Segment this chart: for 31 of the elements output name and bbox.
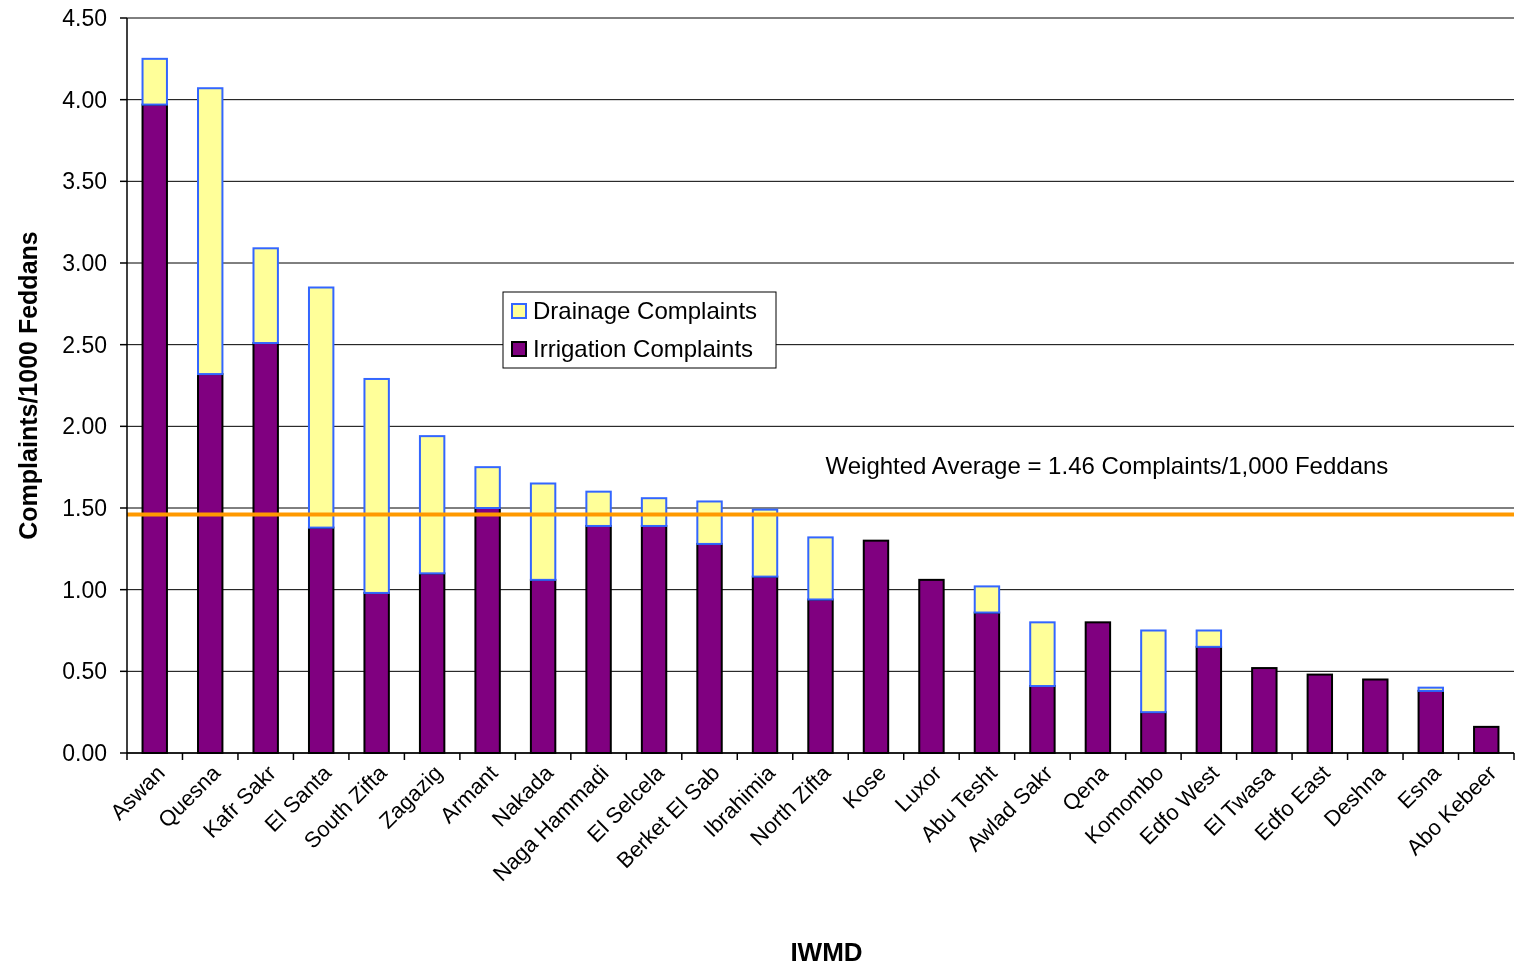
ref-line-label: Weighted Average = 1.46 Complaints/1,000 Feddans [825, 451, 1389, 479]
bar [474, 466, 501, 509]
bar [252, 247, 279, 345]
y-tick-label: 4.50 [62, 5, 107, 32]
bar [1140, 629, 1167, 714]
bar [1195, 629, 1223, 648]
bar [307, 286, 335, 529]
y-tick-label: 2.50 [62, 331, 107, 358]
y-tick-label: 4.00 [62, 86, 107, 113]
bar [418, 435, 446, 575]
bar [141, 57, 168, 106]
legend-label: Irrigation Complaints [533, 335, 754, 363]
legend-label: Drainage Complaints [533, 297, 758, 325]
bar [807, 536, 834, 601]
bar [1029, 621, 1056, 688]
bar [973, 585, 1001, 614]
y-tick-label: 3.50 [62, 168, 107, 195]
bar [1417, 686, 1444, 692]
bar [197, 87, 224, 376]
x-axis-title: IWMD [790, 937, 863, 967]
y-axis-title: Complaints/1000 Feddans [14, 231, 42, 540]
y-tick-label: 2.00 [62, 413, 107, 440]
bar [751, 508, 779, 578]
bar [529, 482, 557, 581]
y-tick-label: 1.00 [62, 576, 107, 603]
y-tick-label: 1.50 [62, 495, 107, 522]
y-tick-label: 0.50 [62, 658, 107, 685]
y-tick-label: 0.00 [62, 740, 107, 767]
bar [696, 500, 723, 545]
y-tick-label: 3.00 [62, 250, 107, 277]
bar [363, 377, 390, 594]
